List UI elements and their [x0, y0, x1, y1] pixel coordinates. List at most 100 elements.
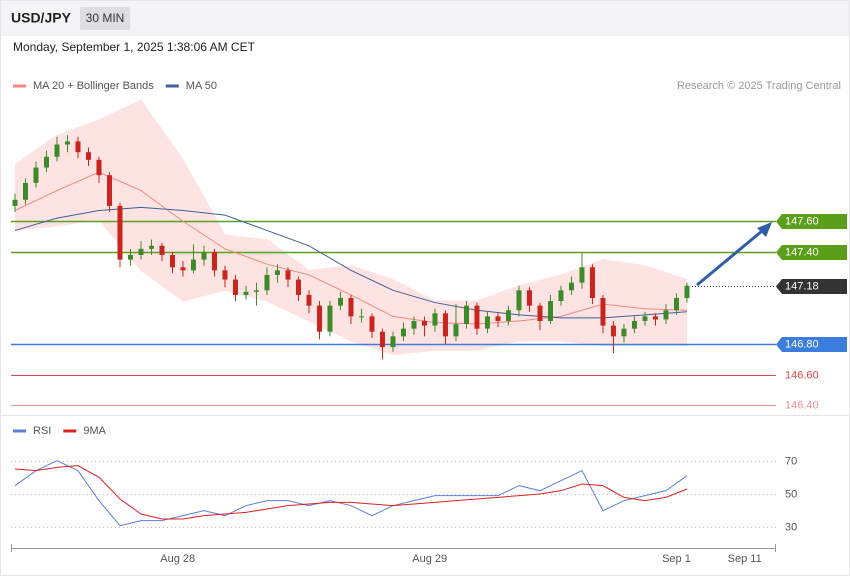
level-label: 146.40	[785, 399, 819, 411]
candle-body	[75, 141, 81, 153]
candle-body	[358, 316, 364, 318]
candle-body	[600, 297, 606, 326]
candle-body	[453, 324, 459, 337]
candle-body	[138, 248, 144, 255]
candle-body	[411, 320, 417, 329]
candle-body	[610, 325, 616, 337]
candle-body	[253, 290, 259, 292]
timestamp: Monday, September 1, 2025 1:38:06 AM CET	[13, 40, 256, 54]
candle-body	[222, 270, 228, 280]
header-bar	[1, 1, 849, 36]
candle-body	[495, 316, 501, 321]
candle-body	[295, 279, 301, 295]
projection-arrow	[696, 229, 763, 287]
candle-body	[232, 279, 238, 295]
level-label: 147.40	[785, 246, 819, 258]
candle-body	[43, 156, 49, 168]
legend-label: MA 20 + Bollinger Bands	[33, 80, 154, 92]
candle-body	[22, 182, 28, 200]
candle-body	[642, 316, 648, 321]
legend-swatch	[13, 429, 26, 433]
y-tick-label: 50	[785, 488, 797, 500]
candle-body	[568, 282, 574, 291]
bollinger-upper	[14, 99, 688, 302]
x-tick-label: Aug 29	[412, 553, 447, 565]
level-label: 146.60	[785, 369, 819, 381]
candle-body	[621, 328, 627, 337]
candle-body	[159, 245, 165, 255]
candle-body	[652, 316, 658, 320]
legend-label: RSI	[33, 425, 51, 437]
bollinger-lower	[14, 219, 687, 356]
candle-body	[54, 144, 60, 157]
candle-body	[526, 290, 532, 306]
level-label: 147.60	[785, 215, 819, 227]
level-label: 146.80	[785, 338, 819, 350]
timeframe: 30 MIN	[86, 11, 125, 25]
candle-body	[148, 245, 154, 249]
x-tick-label: Sep 11	[728, 553, 762, 565]
x-tick-label: Aug 28	[160, 553, 195, 565]
candle-body	[180, 267, 186, 271]
candle-body	[337, 297, 343, 306]
candle-body	[379, 331, 385, 348]
candle-body	[663, 310, 669, 320]
candle-body	[274, 270, 280, 275]
candle-body	[684, 285, 690, 298]
candle-body	[673, 297, 679, 311]
level-tag	[776, 245, 847, 260]
candle-body	[211, 251, 217, 271]
rsi-panel: 30 50 70 Aug 28 Aug 29 Sep 1 Sep 11 RSI 9MA	[11, 425, 797, 565]
level-tag	[776, 279, 847, 294]
timeframe-badge	[80, 7, 130, 30]
legend-label: 9MA	[83, 425, 106, 437]
candle-body	[64, 141, 70, 145]
candle-body	[285, 270, 291, 280]
candle-body	[631, 320, 637, 329]
legend-swatch	[13, 84, 26, 88]
candle-body	[474, 305, 480, 329]
candle-body	[589, 267, 595, 298]
candle-body	[348, 297, 354, 317]
candle-body	[12, 199, 18, 206]
line-series	[14, 460, 688, 527]
level-label: 147.18	[785, 280, 819, 292]
candle-body	[201, 251, 207, 260]
source: Research © 2025 Trading Central	[677, 80, 841, 92]
candle-body	[432, 313, 438, 326]
candle-body	[442, 313, 448, 337]
candle-body	[306, 294, 312, 306]
candle-body	[106, 175, 112, 206]
legend-label: MA 50	[186, 80, 217, 92]
y-tick-label: 30	[785, 521, 797, 533]
y-tick-label: 70	[785, 455, 797, 467]
candle-body	[400, 328, 406, 337]
candle-body	[421, 320, 427, 326]
line-series	[14, 465, 688, 520]
legend-swatch	[165, 84, 179, 88]
moving-average	[14, 206, 688, 319]
candle-body	[243, 291, 249, 295]
candle-body	[558, 290, 564, 302]
level-tag	[776, 337, 847, 352]
candle-body	[169, 255, 175, 268]
price-panel: 147.60 147.40 147.18 146.80 146.60 146.40 MA 2…	[11, 80, 847, 411]
candle-body	[505, 310, 511, 321]
level-tag	[776, 214, 847, 229]
candle-body	[484, 316, 490, 329]
candle-body	[579, 267, 585, 283]
candle-body	[85, 152, 91, 160]
x-tick-label: Sep 1	[662, 553, 691, 565]
candle-body	[96, 159, 102, 176]
candle-body	[316, 305, 322, 332]
candle-body	[547, 301, 553, 321]
candle-body	[537, 305, 543, 321]
symbol: USD/JPY	[11, 10, 72, 26]
candle-body	[264, 274, 270, 291]
candle-body	[390, 336, 396, 348]
candle-body	[190, 259, 196, 271]
legend-swatch	[63, 429, 77, 433]
candle-body	[369, 316, 375, 332]
